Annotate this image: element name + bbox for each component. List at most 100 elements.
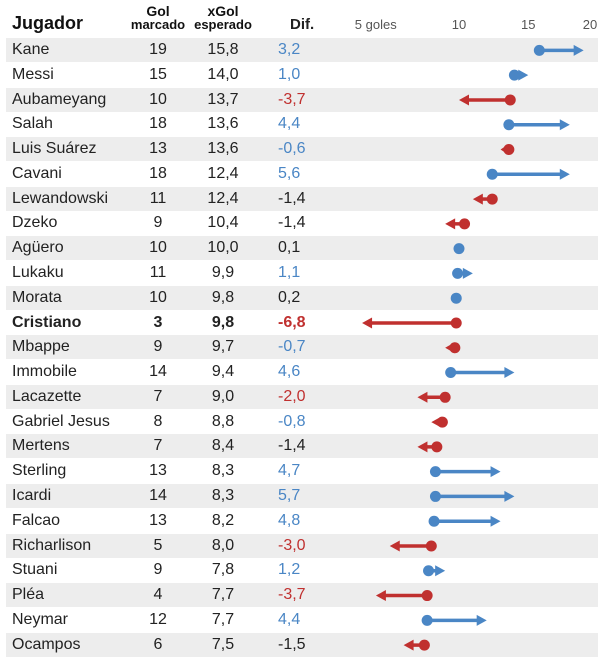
player-name: Salah xyxy=(12,115,53,133)
player-name: Lewandowski xyxy=(12,189,109,207)
diff-value: 1,2 xyxy=(278,561,301,579)
xg-value: 15,8 xyxy=(207,41,239,58)
player-name: Morata xyxy=(12,288,62,306)
diff-arrow-head xyxy=(504,367,515,379)
diff-arrow-head xyxy=(375,590,386,602)
diff-arrow-head xyxy=(389,540,400,552)
xg-dot xyxy=(453,243,465,255)
row-band xyxy=(6,186,598,211)
goals-value: 3 xyxy=(153,313,163,331)
diff-value: 1,1 xyxy=(278,264,301,282)
header-goals-bottom: marcado xyxy=(130,17,186,32)
xg-value: 13,6 xyxy=(207,115,239,133)
goals-value: 13 xyxy=(149,140,167,158)
diff-value: -1,5 xyxy=(278,635,306,653)
player-name: Falcao xyxy=(12,511,61,529)
header-xg-bottom: esperado xyxy=(194,17,252,32)
player-name: Cristiano xyxy=(12,313,82,331)
xg-value: 10,4 xyxy=(207,214,239,232)
xg-value: 8,3 xyxy=(211,462,235,480)
header-goals-top: Gol xyxy=(146,3,170,19)
row-band xyxy=(6,285,598,310)
goals-value: 18 xyxy=(149,164,167,182)
diff-value: 5,6 xyxy=(278,164,301,182)
row-band xyxy=(6,335,598,360)
player-name: Agüero xyxy=(12,239,64,257)
axis-tick-label: 15 xyxy=(521,17,536,32)
diff-value: -3,7 xyxy=(278,586,306,604)
goals-value: 10 xyxy=(149,239,167,257)
goals-value: 19 xyxy=(149,41,167,58)
xg-value: 7,5 xyxy=(211,635,235,653)
diff-value: -3,7 xyxy=(278,90,306,108)
diff-arrow-head xyxy=(472,193,483,205)
diff-arrow-head xyxy=(403,639,414,651)
goals-value: 11 xyxy=(149,264,167,282)
row-band xyxy=(6,137,598,162)
player-name: Ocampos xyxy=(12,635,81,653)
diff-arrow-head xyxy=(417,441,428,453)
player-name: Sterling xyxy=(12,462,67,480)
xg-value: 13,7 xyxy=(207,90,239,108)
diff-value: 0,2 xyxy=(278,288,301,306)
diff-arrow-head xyxy=(504,490,515,502)
player-name: Richarlison xyxy=(12,536,92,554)
xg-value: 10,0 xyxy=(207,239,239,257)
xg-value: 8,8 xyxy=(211,412,235,430)
diff-arrow-head xyxy=(445,342,455,354)
diff-arrow-head xyxy=(417,391,428,403)
goals-value: 7 xyxy=(153,387,163,405)
diff-value: 4,8 xyxy=(278,511,301,529)
diff-value: -3,0 xyxy=(278,536,306,554)
diff-arrow-head xyxy=(500,144,509,156)
diff-arrow-head xyxy=(559,168,570,180)
diff-arrow-head xyxy=(456,292,459,304)
xg-value: 8,2 xyxy=(211,511,235,529)
diff-value: -2,0 xyxy=(278,387,306,405)
xg-value: 12,4 xyxy=(207,164,239,182)
diff-value: 4,4 xyxy=(278,610,301,628)
row-band xyxy=(6,583,598,608)
goals-value: 9 xyxy=(153,214,163,232)
goals-value: 10 xyxy=(149,288,167,306)
diff-arrow-head xyxy=(459,94,469,106)
header-player: Jugador xyxy=(12,13,84,33)
goals-value: 7 xyxy=(153,437,163,455)
diff-value: 1,0 xyxy=(278,65,301,83)
row-band xyxy=(6,533,598,558)
player-name: Dzeko xyxy=(12,214,58,232)
player-name: Luis Suárez xyxy=(12,140,97,158)
goals-value: 8 xyxy=(153,412,163,430)
goals-value: 12 xyxy=(149,610,167,628)
xg-value: 8,4 xyxy=(211,437,235,455)
diff-arrow-head xyxy=(573,44,584,56)
diff-value: 0,1 xyxy=(278,239,301,257)
player-name: Aubameyang xyxy=(12,90,107,108)
diff-value: -1,4 xyxy=(278,437,306,455)
player-name: Gabriel Jesus xyxy=(12,412,110,430)
player-name: Mertens xyxy=(12,437,70,455)
row-band xyxy=(6,632,598,657)
diff-value: -1,4 xyxy=(278,214,306,232)
diff-value: 4,7 xyxy=(278,462,301,480)
player-name: Messi xyxy=(12,65,54,83)
xg-value: 9,8 xyxy=(211,313,235,331)
goals-value: 18 xyxy=(149,115,167,133)
diff-value: -0,7 xyxy=(278,338,306,356)
diff-value: -0,8 xyxy=(278,412,306,430)
axis-tick-label: 10 xyxy=(451,17,467,32)
player-name: Immobile xyxy=(12,363,77,381)
diff-value: -6,8 xyxy=(278,313,306,331)
axis-tick-label: 5 goles xyxy=(354,17,397,32)
xg-value: 9,9 xyxy=(211,264,235,282)
row-band xyxy=(6,384,598,409)
player-name: Stuani xyxy=(12,561,58,579)
goals-value: 13 xyxy=(149,462,167,480)
diff-value: 4,6 xyxy=(278,363,301,381)
xg-value: 8,3 xyxy=(211,487,235,505)
diff-value: 3,2 xyxy=(278,41,301,58)
xg-value: 7,7 xyxy=(211,610,235,628)
row-band xyxy=(6,434,598,459)
